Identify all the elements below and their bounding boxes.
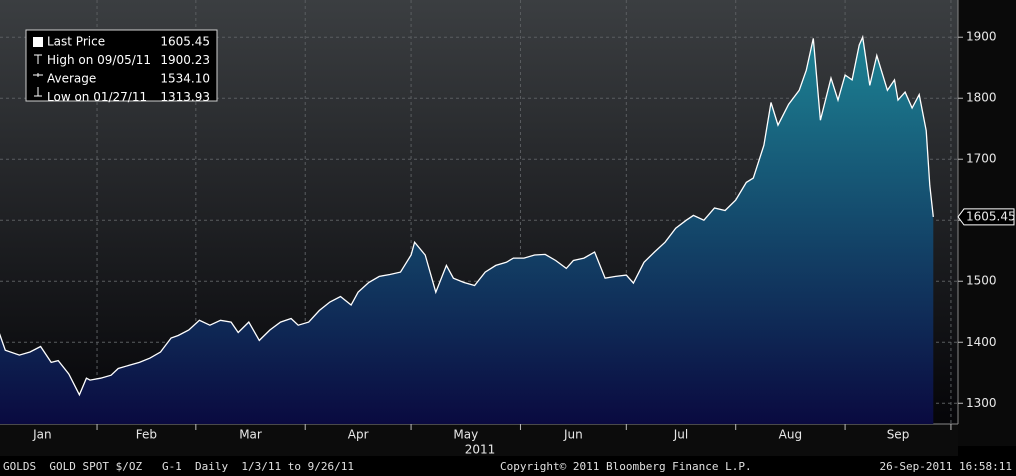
- axes: 1300140015001600170018001900JanFebMarApr…: [32, 30, 996, 442]
- x-tick-label: Jul: [673, 428, 688, 442]
- legend-value: 1605.45: [160, 35, 210, 49]
- x-tick-label: Jan: [32, 428, 52, 442]
- area: [0, 37, 934, 424]
- legend-value: 1313.93: [160, 90, 210, 104]
- x-tick-label: Feb: [136, 428, 157, 442]
- legend-avg-icon: [33, 73, 43, 77]
- legend-label: Average: [47, 72, 96, 86]
- price-line: [0, 34, 934, 397]
- legend: Last Price 1605.45 High on 09/05/11 1900.23…: [25, 29, 218, 104]
- y-tick-label: 1300: [966, 396, 997, 410]
- x-axis-background: [0, 424, 958, 456]
- x-tick-label: May: [453, 428, 478, 442]
- x-tick-label: Jun: [563, 428, 583, 442]
- legend-label: Last Price: [47, 35, 105, 49]
- last-price-tag: 1605.45: [957, 208, 1016, 226]
- series: [0, 34, 934, 424]
- year-label: 2011: [465, 443, 496, 457]
- footer-right: 26-Sep-2011 16:58:11: [880, 460, 1012, 473]
- footer-left: GOLDS GOLD SPOT $/OZ G-1 Daily 1/3/11 to…: [3, 460, 354, 473]
- y-tick-label: 1700: [966, 152, 997, 166]
- legend-box: [25, 29, 218, 102]
- x-tick-label: Mar: [239, 428, 262, 442]
- y-tick-label: 1400: [966, 335, 997, 349]
- y-tick-label: 1800: [966, 91, 997, 105]
- y-tick-label: 1500: [966, 274, 997, 288]
- legend-label: Low on 01/27/11: [47, 90, 147, 104]
- x-tick-label: Aug: [779, 428, 802, 442]
- legend-value: 1534.10: [160, 72, 210, 86]
- y-tick-label: 1900: [966, 30, 997, 44]
- last-price-box: [957, 208, 1015, 226]
- legend-swatch: [33, 37, 43, 47]
- legend-high-icon: [34, 54, 42, 64]
- last-price-label: 1605.45: [966, 209, 1016, 223]
- legend-label: High on 09/05/11: [47, 53, 151, 67]
- legend-value: 1900.23: [160, 53, 210, 67]
- footer-center: Copyright© 2011 Bloomberg Finance L.P.: [500, 460, 752, 473]
- legend-low-icon: [34, 87, 42, 97]
- x-tick-label: Apr: [348, 428, 369, 442]
- x-tick-label: Sep: [887, 428, 910, 442]
